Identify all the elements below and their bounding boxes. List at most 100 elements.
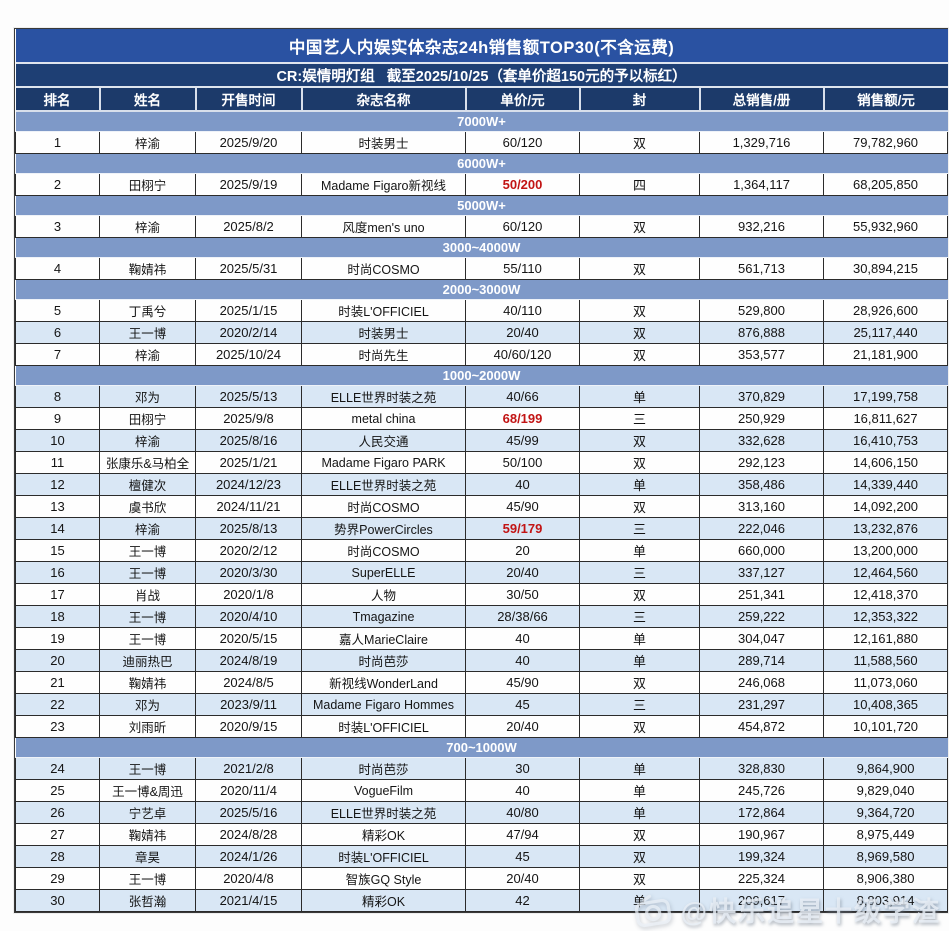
price-cell: 20/40 xyxy=(465,561,580,584)
table-row: 22 邓为 2023/9/11 Madame Figaro Hommes 45 三 231,… xyxy=(15,693,949,716)
column-header-rank: 排名 xyxy=(15,87,101,112)
table-row: 14 梓渝 2025/8/13 势界PowerCircles 59/179 三 222,04… xyxy=(15,517,949,540)
cover-cell: 双 xyxy=(579,299,700,322)
magazine-cell: Madame Figaro Hommes xyxy=(301,693,466,716)
amount-cell: 68,205,850 xyxy=(822,173,949,196)
table-row: 1 梓渝 2025/9/20 时装男士 60/120 双 1,329,716 79,782,9… xyxy=(15,131,949,154)
amount-cell: 9,364,720 xyxy=(822,801,949,824)
price-cell: 40 xyxy=(465,627,580,650)
section-row: 2000~3000W xyxy=(15,279,948,300)
amount-cell: 30,894,215 xyxy=(822,257,949,280)
magazine-cell: 时尚COSMO xyxy=(301,495,466,518)
amount-cell: 13,200,000 xyxy=(822,539,949,562)
table-row: 2 田栩宁 2025/9/19 Madame Figaro新视线 50/200 四 1,36… xyxy=(15,173,949,196)
copies-cell: 561,713 xyxy=(699,257,824,280)
section-label: 6000W+ xyxy=(15,153,948,174)
cover-cell: 双 xyxy=(579,823,700,846)
rank-cell: 22 xyxy=(15,693,100,716)
magazine-cell: 嘉人MarieClaire xyxy=(301,627,466,650)
table-row: 12 檀健次 2024/12/23 ELLE世界时装之苑 40 单 358,486 14,33… xyxy=(15,473,949,496)
amount-cell: 8,969,580 xyxy=(822,845,949,868)
price-cell: 60/120 xyxy=(465,131,580,154)
cover-cell: 单 xyxy=(579,627,700,650)
copies-cell: 251,341 xyxy=(699,583,824,606)
cover-cell: 单 xyxy=(579,539,700,562)
price-cell: 20 xyxy=(465,539,580,562)
name-cell: 梓渝 xyxy=(99,517,196,540)
rank-cell: 26 xyxy=(15,801,100,824)
price-cell: 45 xyxy=(465,693,580,716)
cover-cell: 双 xyxy=(579,583,700,606)
name-cell: 梓渝 xyxy=(99,215,196,238)
amount-cell: 21,181,900 xyxy=(822,343,949,366)
name-cell: 肖战 xyxy=(99,583,196,606)
amount-cell: 10,408,365 xyxy=(822,693,949,716)
cover-cell: 三 xyxy=(579,517,700,540)
cover-cell: 三 xyxy=(579,693,700,716)
name-cell: 王一博 xyxy=(99,867,196,890)
price-cell: 40/60/120 xyxy=(465,343,580,366)
column-header-name: 姓名 xyxy=(99,87,197,112)
name-cell: 刘雨昕 xyxy=(99,715,196,738)
table-row: 26 宁艺卓 2025/5/16 ELLE世界时装之苑 40/80 单 172,864 9,3… xyxy=(15,801,949,824)
copies-cell: 190,967 xyxy=(699,823,824,846)
section-row: 6000W+ xyxy=(15,153,948,174)
date-cell: 2020/3/30 xyxy=(195,561,302,584)
date-cell: 2024/11/21 xyxy=(195,495,302,518)
amount-cell: 8,975,449 xyxy=(822,823,949,846)
rank-cell: 17 xyxy=(15,583,100,606)
name-cell: 田栩宁 xyxy=(99,173,196,196)
date-cell: 2025/5/31 xyxy=(195,257,302,280)
magazine-cell: 时装L'OFFICIEL xyxy=(301,845,466,868)
copies-cell: 289,714 xyxy=(699,649,824,672)
rank-cell: 1 xyxy=(15,131,100,154)
rank-cell: 14 xyxy=(15,517,100,540)
name-cell: 邓为 xyxy=(99,693,196,716)
cover-cell: 单 xyxy=(579,757,700,780)
magazine-cell: 时尚芭莎 xyxy=(301,757,466,780)
cover-cell: 双 xyxy=(579,215,700,238)
table-row: 8 邓为 2025/5/13 ELLE世界时装之苑 40/66 单 370,829 17,19… xyxy=(15,385,949,408)
magazine-cell: 人民交通 xyxy=(301,429,466,452)
magazine-cell: ELLE世界时装之苑 xyxy=(301,801,466,824)
copies-cell: 245,726 xyxy=(699,779,824,802)
column-header-copies: 总销售/册 xyxy=(699,87,825,112)
amount-cell: 55,932,960 xyxy=(822,215,949,238)
amount-cell: 8,803,914 xyxy=(822,889,949,912)
copies-cell: 876,888 xyxy=(699,321,824,344)
amount-cell: 12,353,322 xyxy=(822,605,949,628)
magazine-cell: 精彩OK xyxy=(301,889,466,912)
rank-cell: 10 xyxy=(15,429,100,452)
name-cell: 宁艺卓 xyxy=(99,801,196,824)
top30-table: 中国艺人内娱实体杂志24h销售额TOP30(不含运费) CR:娱情明灯组 截至2… xyxy=(15,29,949,912)
table-row: 16 王一博 2020/3/30 SuperELLE 20/40 三 337,127 12,4… xyxy=(15,561,949,584)
magazine-cell: 时尚芭莎 xyxy=(301,649,466,672)
date-cell: 2025/8/16 xyxy=(195,429,302,452)
rank-cell: 28 xyxy=(15,845,100,868)
copies-cell: 1,329,716 xyxy=(699,131,824,154)
section-label: 5000W+ xyxy=(15,195,948,216)
amount-cell: 79,782,960 xyxy=(822,131,949,154)
table-row: 15 王一博 2020/2/12 时尚COSMO 20 单 660,000 13,200,00… xyxy=(15,539,949,562)
column-header-price: 单价/元 xyxy=(465,87,581,112)
magazine-cell: 时装男士 xyxy=(301,131,466,154)
table-row: 21 鞠婧祎 2024/8/5 新视线WonderLand 45/90 双 246,068 1… xyxy=(15,671,949,694)
sales-ranking-table: 中国艺人内娱实体杂志24h销售额TOP30(不含运费) CR:娱情明灯组 截至2… xyxy=(14,28,949,913)
column-header-magazine: 杂志名称 xyxy=(301,87,467,112)
date-cell: 2020/4/10 xyxy=(195,605,302,628)
name-cell: 王一博 xyxy=(99,561,196,584)
amount-cell: 12,464,560 xyxy=(822,561,949,584)
magazine-cell: 智族GQ Style xyxy=(301,867,466,890)
amount-cell: 17,199,758 xyxy=(822,385,949,408)
table-row: 5 丁禹兮 2025/1/15 时装L'OFFICIEL 40/110 双 529,800 2… xyxy=(15,299,949,322)
cover-cell: 双 xyxy=(579,451,700,474)
magazine-cell: 时尚先生 xyxy=(301,343,466,366)
cover-cell: 双 xyxy=(579,321,700,344)
table-title-row: 中国艺人内娱实体杂志24h销售额TOP30(不含运费) xyxy=(15,29,948,64)
rank-cell: 21 xyxy=(15,671,100,694)
price-cell: 50/100 xyxy=(465,451,580,474)
table-row: 9 田栩宁 2025/9/8 metal china 68/199 三 250,929 16,… xyxy=(15,407,949,430)
date-cell: 2024/12/23 xyxy=(195,473,302,496)
copies-cell: 209,617 xyxy=(699,889,824,912)
section-label: 700~1000W xyxy=(15,737,948,758)
